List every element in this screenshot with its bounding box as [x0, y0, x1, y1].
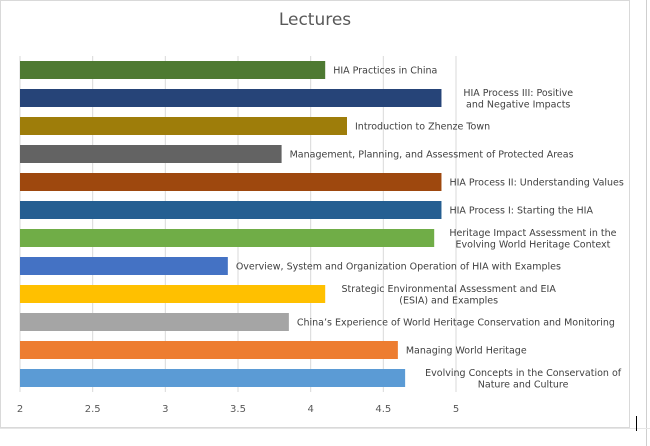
- bar-label: HIA Process I: Starting the HIA: [449, 206, 593, 217]
- bar: [20, 313, 289, 331]
- bar: [20, 117, 347, 135]
- bar-label: Evolving World Heritage Context: [456, 239, 611, 250]
- bar-label: Overview, System and Organization Operat…: [236, 262, 561, 273]
- bar: [20, 285, 326, 303]
- bar: [20, 61, 326, 79]
- x-tick-label: 3.5: [230, 404, 246, 415]
- bar-label: Evolving Concepts in the Conservation of: [425, 368, 622, 379]
- bar: [20, 201, 442, 219]
- bar-chart: 2 2.5 3 3.5 4 4.5 5 HIA Practices in China HIA P…: [17, 56, 624, 415]
- bar-label: HIA Process III: Positive: [463, 88, 573, 99]
- bar-label: Management, Planning, and Assessment of …: [290, 150, 574, 161]
- bar-label: HIA Practices in China: [333, 66, 437, 77]
- bar: [20, 145, 282, 163]
- bar-label: Managing World Heritage: [406, 346, 527, 357]
- bar: [20, 229, 435, 247]
- x-tick-label: 2: [17, 404, 23, 415]
- bar-label: China’s Experience of World Heritage Con…: [297, 318, 615, 329]
- x-tick-label: 4: [307, 404, 313, 415]
- bar-label: Strategic Environmental Assessment and E…: [342, 284, 557, 295]
- text-cursor: [636, 416, 637, 431]
- bar: [20, 369, 406, 387]
- bar: [20, 257, 228, 275]
- bar-label: and Negative Impacts: [466, 99, 570, 110]
- bar-label: Heritage Impact Assessment in the: [449, 228, 616, 239]
- x-tick-label: 4.5: [375, 404, 391, 415]
- bar: [20, 341, 398, 359]
- bar-label: (ESIA) and Examples: [399, 295, 498, 306]
- window-edge: [646, 0, 647, 446]
- chart-title: Lectures: [278, 10, 352, 30]
- window-bottom-edge: [0, 428, 650, 429]
- bar-label: Nature and Culture: [478, 379, 569, 390]
- bar: [20, 173, 442, 191]
- x-tick-label: 2.5: [85, 404, 101, 415]
- bar-label: HIA Process II: Understanding Values: [449, 178, 623, 189]
- x-tick-label: 3: [162, 404, 168, 415]
- bar-label: Introduction to Zhenze Town: [355, 122, 490, 133]
- bar: [20, 89, 442, 107]
- x-tick-label: 5: [453, 404, 459, 415]
